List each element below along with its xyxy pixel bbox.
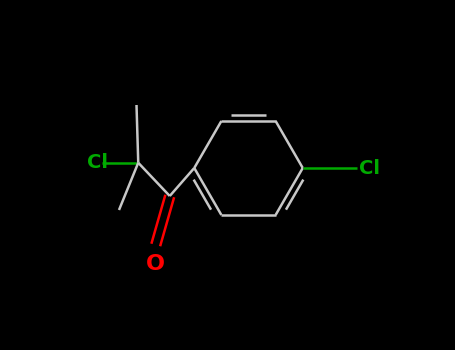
Text: O: O (146, 254, 165, 274)
Text: Cl: Cl (87, 153, 108, 172)
Text: Cl: Cl (359, 159, 380, 177)
